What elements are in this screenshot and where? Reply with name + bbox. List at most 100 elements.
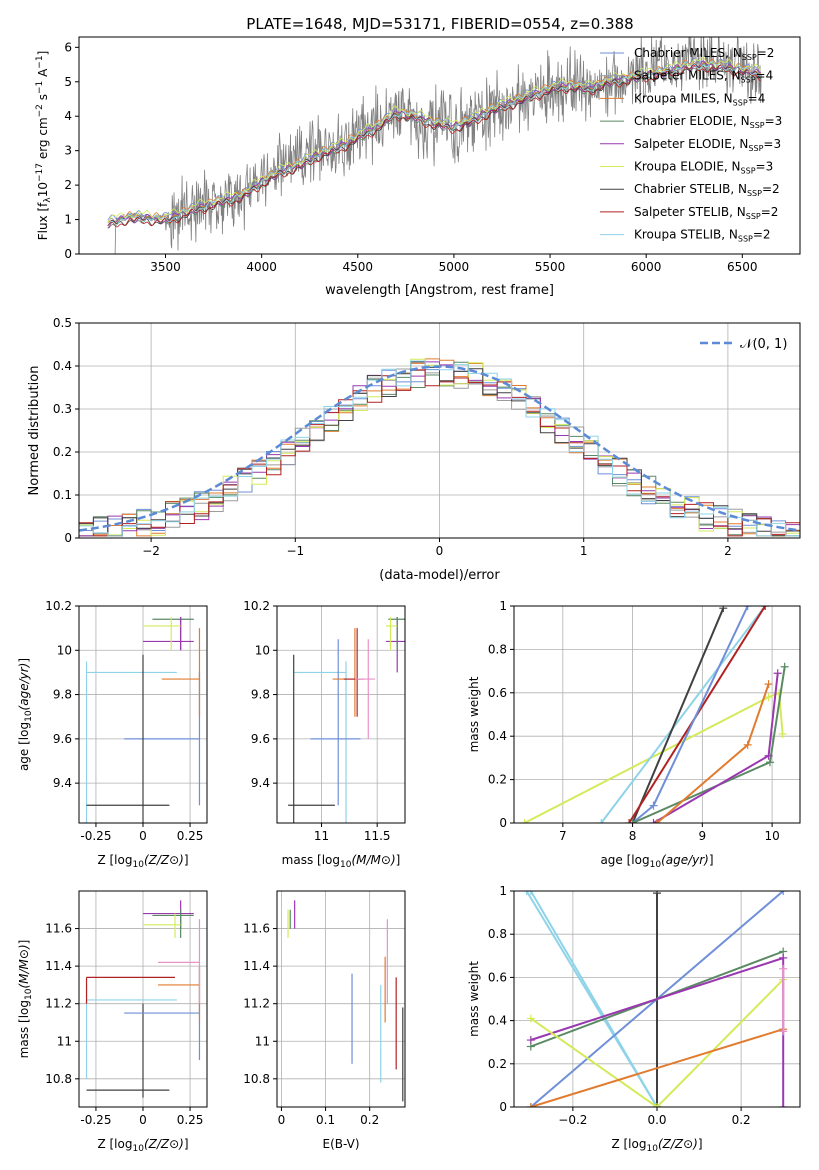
error-point-5	[343, 628, 364, 717]
y-tick-label: 0.2	[53, 445, 72, 459]
weight-marker	[653, 819, 661, 823]
x-tick-label: −1	[286, 544, 304, 558]
error-point-8	[152, 909, 194, 938]
y-tick-label: 0.6	[488, 686, 507, 700]
plot-area	[85, 617, 201, 823]
error-point-1	[85, 984, 177, 1079]
legend-label: Salpeter ELODIE, NSSP=3	[634, 137, 781, 153]
legend-label: Salpeter STELIB, NSSP=2	[634, 205, 778, 221]
y-tick-label: 0	[64, 531, 72, 545]
y-tick-label: 10.2	[45, 599, 72, 613]
weight-marker	[761, 606, 770, 610]
y-tick-label: 11.4	[243, 959, 270, 973]
x-tick-label: 0	[139, 829, 147, 843]
residual-histogram-7	[79, 361, 800, 537]
spectrum-panel: 3500 4000 4500 5000 5500 6000 6500 0 1 2 3 4 5 6 wavel…	[35, 36, 801, 298]
legend-label: Chabrier MILES, NSSP=2	[634, 46, 774, 62]
axes-frame	[513, 890, 801, 1108]
model-line-7	[107, 63, 762, 227]
x-axis-label: Z [log10(Z/Z⊙)]	[611, 1137, 702, 1154]
weight-marker	[743, 606, 752, 610]
y-tick-label: 11.2	[45, 997, 72, 1011]
plot-area	[85, 900, 201, 1098]
figure-title: PLATE=1648, MJD=53171, FIBERID=0554, z=0…	[246, 15, 633, 33]
error-point-9	[143, 913, 181, 938]
axes-frame	[78, 605, 208, 824]
weight-marker	[779, 891, 788, 895]
x-tick-label: -0.25	[80, 1113, 111, 1127]
x-tick-label: 0	[139, 1113, 147, 1127]
y-tick-label: 11	[255, 1034, 270, 1048]
axes-frame	[276, 605, 406, 824]
x-tick-label: 5500	[535, 260, 566, 274]
weight-line-8	[530, 1028, 784, 1107]
weight-marker	[779, 953, 788, 962]
y-tick-label: 10.2	[243, 599, 270, 613]
x-tick-label: −0.2	[558, 1113, 587, 1127]
error-point-2	[310, 639, 361, 806]
age-vs-mass-panel: 11 11.5 9.4 9.6 9.8 10 10.2 mass [log10(M/M⊙)]	[243, 599, 406, 870]
error-point-4	[161, 628, 201, 717]
mass-vs-EBV-panel: 0 0.1 0.2 10.8 11 11.2 11.4 11.6 E(B-V)	[243, 890, 406, 1151]
error-point-5	[158, 966, 201, 1023]
error-point-1	[85, 661, 177, 823]
legend-label: Salpeter MILES, NSSP=4	[634, 69, 773, 85]
y-tick-label: 10	[255, 643, 270, 657]
x-tick-label: 0.0	[647, 1113, 666, 1127]
x-axis-label: Z [log10(Z/Z⊙)]	[97, 1137, 188, 1154]
y-tick-label: 9.4	[53, 776, 72, 790]
weight-marker	[779, 964, 788, 973]
weight-marker	[520, 819, 529, 823]
mass-vs-Z-panel: -0.25 0 0.25 10.8 11 11.2 11.4 11.6 Z [log10(Z/Z…	[17, 890, 208, 1154]
x-tick-label: 5000	[439, 260, 470, 274]
legend: Chabrier MILES, NSSP=2 Salpeter MILES, NS…	[600, 46, 782, 244]
y-tick-label: 0.6	[488, 970, 507, 984]
legend-label: Chabrier STELIB, NSSP=2	[634, 182, 780, 198]
weight-marker	[526, 1036, 535, 1045]
error-point-6	[354, 639, 375, 739]
y-axis-label: mass weight	[467, 676, 481, 752]
error-point-3	[288, 654, 335, 823]
gaussian-reference-line	[79, 365, 800, 532]
x-axis-label: mass [log10(M/M⊙)]	[282, 853, 401, 870]
plot-area	[287, 900, 404, 1102]
weight-line-6	[530, 957, 784, 1041]
x-tick-label: 4500	[343, 260, 374, 274]
plot-area	[107, 37, 762, 254]
residual-histogram-8	[79, 369, 800, 537]
weight-line-1	[524, 691, 784, 823]
weight-marker	[743, 740, 752, 749]
x-axis-label: (data-model)/error	[379, 568, 500, 583]
y-tick-label: 11	[57, 1034, 72, 1048]
axes-frame	[513, 605, 801, 824]
legend-label: Chabrier ELODIE, NSSP=3	[634, 114, 782, 130]
y-tick-label: 2	[64, 178, 72, 192]
y-tick-label: 1	[499, 599, 507, 613]
weight-marker	[764, 693, 773, 702]
y-tick-label: 0.4	[488, 729, 507, 743]
observed-spectrum-line	[111, 37, 762, 254]
y-tick-label: 1	[499, 884, 507, 898]
model-line-5	[107, 60, 761, 229]
weight-marker	[653, 891, 661, 898]
legend-label: Kroupa STELIB, NSSP=2	[634, 228, 771, 244]
x-tick-label: 0.2	[732, 1113, 751, 1127]
y-tick-label: 9.8	[53, 688, 72, 702]
y-tick-label: 0.8	[488, 927, 507, 941]
x-tick-label: 1	[580, 544, 588, 558]
y-tick-label: 9.8	[251, 688, 270, 702]
y-tick-label: 0.8	[488, 642, 507, 656]
x-axis-label: E(B-V)	[322, 1137, 359, 1151]
y-tick-label: 0.3	[53, 402, 72, 416]
x-tick-label: 0.2	[360, 1113, 379, 1127]
weight-marker	[780, 662, 789, 671]
axes-frame	[276, 890, 406, 1108]
weight-line-2	[600, 606, 766, 823]
y-tick-label: 9.6	[53, 732, 72, 746]
y-tick-label: 0	[499, 816, 507, 830]
weight-marker	[649, 801, 658, 810]
model-line-9	[107, 60, 761, 226]
error-point-6	[143, 617, 194, 651]
axes-frame	[78, 322, 801, 539]
